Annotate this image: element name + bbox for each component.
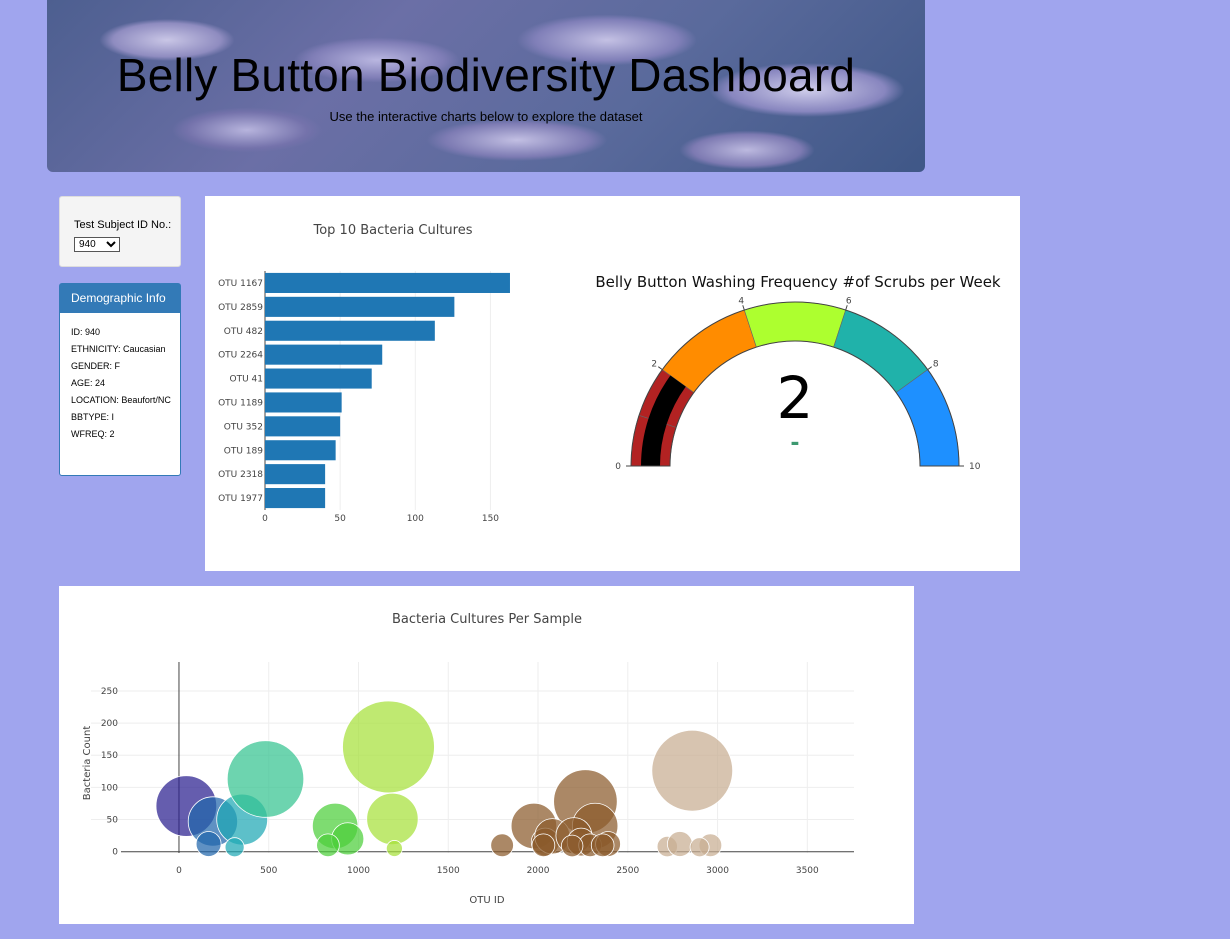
bar-category-label: OTU 2318 [218, 470, 263, 480]
bubble-mark [666, 831, 693, 857]
bar-category-label: OTU 482 [224, 327, 263, 337]
demographic-panel: Demographic Info ID: 940 ETHNICITY: Cauc… [59, 283, 181, 476]
page-title: Belly Button Biodiversity Dashboard [116, 49, 856, 101]
gauge-tick-label: 0 [615, 462, 621, 472]
bar-chart-title: Top 10 Bacteria Cultures [312, 223, 472, 238]
charts-panel: Top 10 Bacteria Cultures 0 50 100 150 OTU 116… [205, 196, 1020, 571]
bubble-x-tick-label: 3000 [706, 866, 729, 876]
bar-category-label: OTU 1977 [218, 494, 263, 504]
demo-id: ID: 940 [71, 327, 101, 337]
demo-bbtype: BBTYPE: I [71, 412, 115, 422]
demo-gender: GENDER: F [71, 361, 121, 371]
gauge-tick-label: 8 [933, 360, 939, 370]
demo-location: LOCATION: Beaufort/NC [71, 395, 171, 405]
bar-mark [265, 344, 383, 365]
bubble-x-tick-label: 1000 [347, 866, 370, 876]
bar-category-label: OTU 352 [224, 422, 263, 432]
bar-mark [265, 440, 336, 461]
gauge-tick [657, 366, 663, 371]
demo-ethnicity: ETHNICITY: Caucasian [71, 344, 166, 354]
bubble-y-tick-label: 150 [101, 751, 118, 761]
page-subtitle: Use the interactive charts below to expl… [329, 109, 643, 124]
bubble-mark [195, 831, 222, 857]
bubble-x-tick-label: 0 [176, 866, 182, 876]
demographic-list: ID: 940 ETHNICITY: Caucasian GENDER: F A… [60, 313, 180, 440]
gauge-chart[interactable]: Belly Button Washing Frequency #of Scrub… [580, 196, 1020, 571]
bubble-mark [316, 833, 340, 858]
bar-mark [265, 320, 435, 341]
bubble-chart-title: Bacteria Cultures Per Sample [392, 612, 582, 627]
bubble-y-tick-label: 0 [112, 848, 118, 858]
bar-category-label: OTU 1189 [218, 398, 263, 408]
header-banner: Belly Button Biodiversity Dashboard Use … [47, 0, 925, 172]
bubble-y-tick-label: 200 [101, 719, 118, 729]
gauge-title: Belly Button Washing Frequency #of Scrub… [595, 273, 1001, 291]
subject-id-select[interactable]: 940 [74, 237, 120, 252]
gauge-tick-label: 4 [738, 297, 744, 307]
gauge-tick [742, 305, 745, 311]
bar-mark [265, 392, 342, 413]
gauge-value: 2 [777, 364, 814, 432]
bar-mark [265, 416, 341, 437]
bar-x-tick-label: 150 [482, 514, 499, 524]
gauge-value-bar [641, 375, 686, 466]
bubble-x-tick-label: 1500 [437, 866, 460, 876]
bubble-y-axis-label: Bacteria Count [82, 726, 93, 801]
bar-x-tick-label: 100 [407, 514, 424, 524]
subject-select-panel: Test Subject ID No.: 940 [59, 196, 181, 267]
bubble-mark [590, 833, 615, 858]
bubble-mark [490, 833, 514, 858]
demographic-panel-title: Demographic Info [60, 284, 180, 313]
bar-mark [265, 488, 326, 509]
bar-category-label: OTU 189 [224, 446, 263, 456]
bubble-mark [224, 837, 245, 858]
bar-mark [265, 464, 326, 485]
subject-select-label: Test Subject ID No.: [74, 219, 172, 231]
bar-category-label: OTU 2264 [218, 351, 263, 361]
gauge-tick-label: 10 [969, 462, 981, 472]
bar-mark [265, 368, 372, 389]
bubble-mark [366, 792, 419, 846]
bubble-mark [689, 837, 710, 858]
bubble-mark [342, 700, 435, 794]
bubble-y-tick-label: 100 [101, 783, 118, 793]
gauge-outline [630, 301, 960, 467]
bubble-y-tick-label: 250 [101, 687, 118, 697]
bar-category-label: OTU 1167 [218, 279, 263, 289]
bubble-x-tick-label: 2500 [616, 866, 639, 876]
bubble-mark [560, 834, 584, 858]
gauge-step [743, 301, 847, 348]
bubble-x-tick-label: 500 [260, 866, 277, 876]
demo-age: AGE: 24 [71, 378, 106, 388]
bar-category-label: OTU 2859 [218, 303, 263, 313]
bubble-x-tick-label: 3500 [796, 866, 819, 876]
bubble-chart-panel: Bacteria Cultures Per Sample 0 500 1000 1500… [59, 586, 914, 924]
bubble-mark [385, 840, 403, 857]
gauge-delta: - [790, 431, 799, 456]
bar-x-tick-label: 50 [334, 514, 346, 524]
bubble-mark [531, 833, 556, 858]
gauge-tick-label: 2 [651, 360, 657, 370]
gauge-tick [927, 366, 933, 371]
bar-mark [265, 296, 455, 317]
bubble-y-tick-label: 50 [107, 816, 119, 826]
bubble-x-tick-label: 2000 [527, 866, 550, 876]
bubble-mark [226, 740, 305, 818]
bubble-x-axis-label: OTU ID [469, 895, 504, 906]
gauge-tick [845, 305, 848, 311]
bar-x-tick-label: 0 [262, 514, 268, 524]
bar-chart[interactable]: Top 10 Bacteria Cultures 0 50 100 150 OTU 116… [205, 196, 545, 571]
gauge-tick-label: 6 [846, 297, 852, 307]
bar-mark [265, 272, 510, 293]
bar-category-label: OTU 41 [230, 375, 263, 385]
demo-wfreq: WFREQ: 2 [71, 429, 115, 439]
bubble-mark [651, 729, 734, 812]
